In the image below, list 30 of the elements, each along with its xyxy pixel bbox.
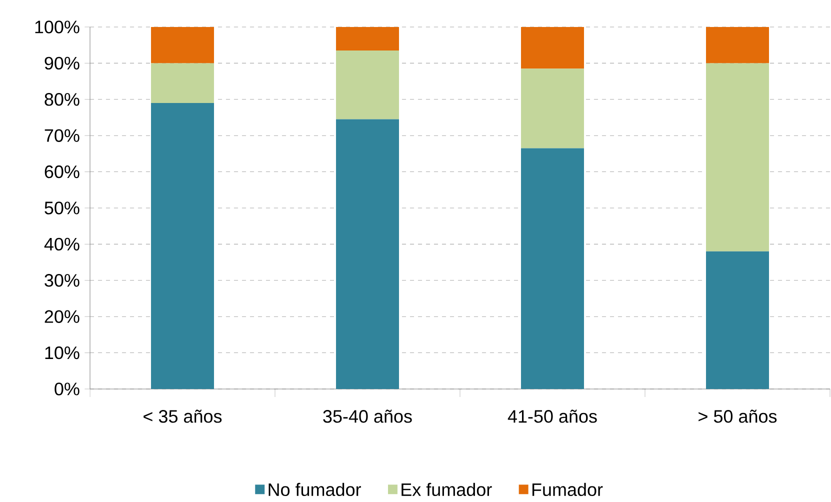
y-tick-label: 20% (44, 310, 80, 323)
bar (151, 63, 214, 104)
bar (336, 50, 399, 120)
y-tick-label: 70% (44, 129, 80, 142)
bar (336, 26, 399, 51)
legend-label: No fumador (268, 482, 361, 496)
bar (151, 103, 214, 389)
y-tick-label: 50% (44, 202, 80, 214)
bar (521, 148, 584, 389)
bar (336, 119, 399, 389)
y-tick-label: 30% (44, 274, 80, 287)
bar (706, 26, 769, 64)
x-tick-label: > 50 años (698, 410, 777, 423)
y-tick-label: 10% (45, 346, 80, 360)
bar (521, 26, 584, 69)
legend-label: Ex fumador (402, 482, 492, 496)
bar (151, 26, 214, 64)
y-tick-label: 40% (44, 238, 80, 251)
y-tick-label: 60% (44, 165, 80, 178)
legend-label: Fumador (532, 482, 603, 496)
y-tick-label: 80% (44, 93, 80, 106)
y-tick-label: 100% (35, 20, 80, 34)
x-tick-label: 41-50 años (508, 410, 597, 423)
y-tick-label: 90% (44, 56, 80, 70)
x-tick-label: 35-40 años (323, 410, 412, 423)
bar (521, 68, 584, 148)
bar (706, 63, 769, 252)
bar (706, 251, 769, 389)
x-tick-label: < 35 años (144, 410, 222, 423)
y-tick-label: 0% (54, 382, 80, 396)
